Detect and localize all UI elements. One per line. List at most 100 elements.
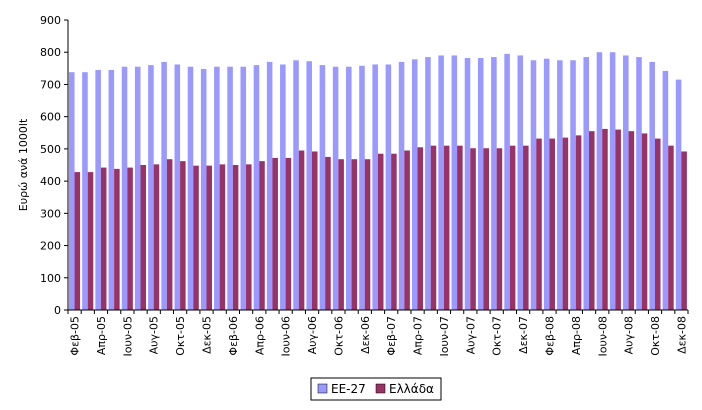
bar-greece-5	[140, 165, 147, 310]
bar-eu27-36	[543, 58, 550, 310]
y-tick-label: 800	[40, 46, 61, 59]
bar-greece-6	[153, 164, 160, 310]
y-tick-label: 900	[40, 14, 61, 27]
bar-eu27-5	[134, 66, 141, 310]
legend-label-eu27: ΕΕ-27	[331, 382, 366, 396]
bar-eu27-45	[662, 70, 669, 310]
x-tick-label: Απρ-08	[570, 316, 583, 355]
y-tick-label: 200	[40, 240, 61, 253]
bar-eu27-1	[82, 72, 88, 310]
bar-eu27-11	[214, 66, 220, 310]
bar-greece-3	[114, 168, 120, 310]
x-ticks-group: Φεβ-05 Απρ-05 Ιουν-05 Αυγ-05 Οκτ-05 Δεκ-05 Φεβ…	[67, 310, 689, 356]
bar-greece-9	[193, 165, 199, 310]
bar-greece-38	[575, 135, 582, 310]
bar-greece-13	[246, 164, 252, 310]
bar-greece-30	[470, 148, 476, 310]
x-tick-label: Δεκ-07	[517, 316, 530, 354]
bar-greece-18	[311, 151, 318, 310]
bar-eu27-32	[491, 57, 497, 311]
bar-greece-12	[232, 165, 239, 310]
bar-greece-2	[100, 167, 107, 310]
x-tick-label: Οκτ-06	[332, 316, 345, 356]
bar-greece-46	[681, 151, 687, 310]
bar-greece-19	[325, 156, 331, 310]
bar-greece-17	[298, 150, 305, 310]
bar-greece-45	[668, 145, 674, 310]
bar-greece-14	[259, 161, 265, 310]
x-tick-label: Αυγ-06	[306, 316, 319, 354]
bar-eu27-29	[451, 55, 458, 310]
bar-greece-36	[549, 138, 555, 310]
bar-eu27-35	[530, 60, 537, 310]
bar-eu27-31	[477, 58, 484, 310]
x-tick-label: Απρ-05	[95, 316, 108, 355]
bar-greece-26	[417, 147, 424, 310]
bar-greece-16	[285, 157, 292, 310]
x-tick-label: Φεβ-06	[227, 316, 240, 356]
bar-greece-35	[536, 138, 542, 310]
bar-greece-21	[351, 159, 358, 310]
bar-eu27-46	[675, 79, 682, 310]
legend-label-greece: Ελλάδα	[389, 382, 434, 396]
bar-eu27-4	[121, 66, 128, 310]
legend-swatch-greece	[375, 383, 386, 394]
bar-eu27-18	[306, 61, 312, 310]
y-tick-label: 100	[40, 272, 61, 285]
bar-greece-25	[404, 150, 410, 310]
y-tick-label: 700	[40, 78, 61, 91]
y-tick-label: 500	[40, 143, 61, 156]
bar-greece-28	[443, 145, 450, 310]
bar-eu27-38	[570, 60, 576, 310]
bar-greece-24	[391, 153, 397, 310]
bar-eu27-10	[200, 68, 207, 310]
bar-greece-32	[496, 148, 503, 310]
y-tick-label: 400	[40, 175, 61, 188]
x-tick-label: Αυγ-05	[148, 316, 161, 354]
bar-greece-22	[364, 159, 371, 310]
bar-eu27-25	[398, 61, 405, 310]
bar-eu27-33	[504, 53, 510, 310]
bar-greece-40	[602, 128, 608, 310]
x-tick-label: Φεβ-07	[385, 316, 398, 356]
bar-eu27-30	[464, 58, 471, 310]
x-tick-label: Απρ-07	[412, 316, 425, 355]
x-tick-label: Αυγ-08	[623, 316, 636, 354]
x-tick-label: Δεκ-08	[675, 316, 688, 354]
x-tick-label: Ιουν-07	[438, 316, 451, 356]
bar-eu27-21	[346, 66, 352, 310]
x-tick-label: Φεβ-05	[69, 316, 82, 356]
x-tick-label: Οκτ-07	[491, 316, 504, 356]
axes-group	[67, 20, 688, 311]
bar-greece-20	[338, 159, 344, 310]
x-tick-label: Δεκ-06	[359, 316, 372, 354]
y-tick-label: 0	[54, 304, 61, 317]
x-tick-label: Ιουν-06	[280, 316, 293, 356]
x-tick-label: Φεβ-08	[543, 316, 556, 356]
bar-eu27-41	[609, 52, 616, 310]
bar-eu27-0	[69, 72, 75, 310]
bar-eu27-42	[623, 55, 629, 310]
bar-greece-27	[430, 145, 437, 310]
bar-eu27-43	[636, 57, 642, 311]
bar-eu27-44	[649, 61, 655, 310]
bar-greece-8	[180, 161, 186, 310]
bar-eu27-17	[293, 60, 299, 310]
bar-eu27-13	[240, 66, 247, 310]
x-tick-label: Ιουν-05	[121, 316, 134, 356]
bar-greece-11	[219, 164, 226, 310]
x-tick-label: Δεκ-05	[201, 316, 214, 354]
legend-swatch-eu27	[317, 383, 328, 394]
bar-eu27-20	[332, 66, 339, 310]
bar-eu27-40	[596, 52, 603, 310]
bar-eu27-23	[372, 64, 378, 310]
bar-eu27-7	[161, 61, 167, 310]
bar-eu27-19	[319, 65, 326, 310]
x-tick-label: Αυγ-07	[464, 316, 477, 354]
bar-eu27-9	[187, 66, 194, 310]
bar-eu27-3	[108, 69, 115, 310]
y-ticks-group: 0 100 200 300 400 500 600 700 800 900	[40, 14, 68, 317]
bar-greece-10	[206, 165, 212, 310]
